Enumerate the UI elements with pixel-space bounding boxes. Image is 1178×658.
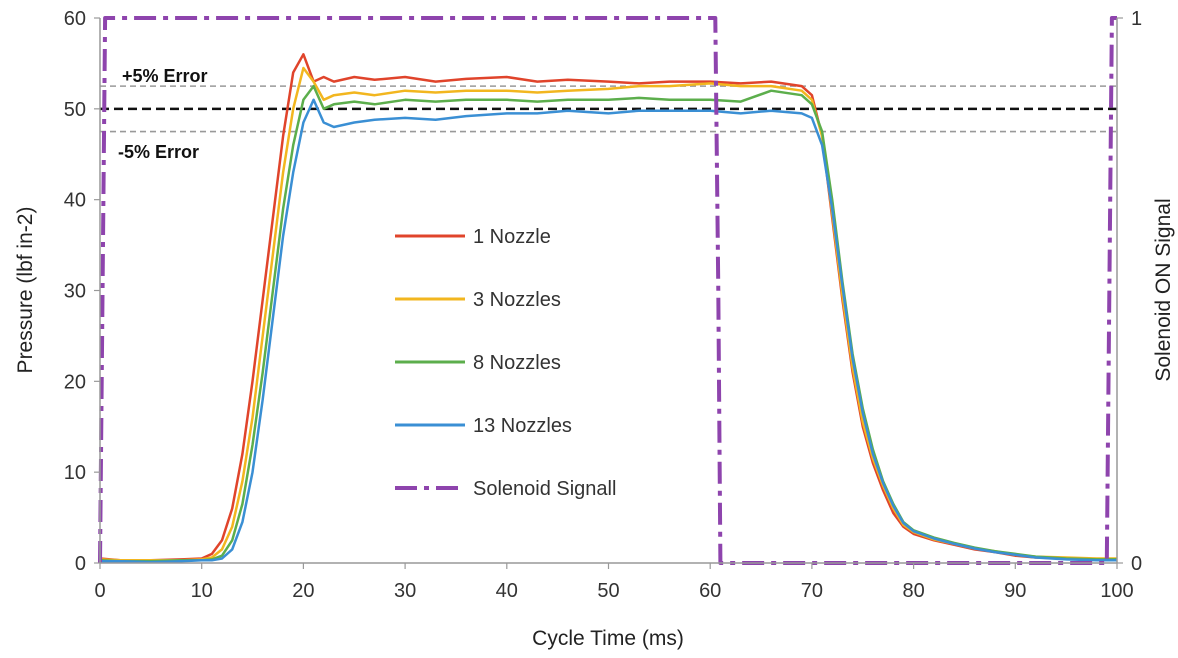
y-axis-title: Pressure (lbf in-2) xyxy=(14,207,37,374)
x-tick-label: 80 xyxy=(902,580,924,602)
ticks: 0 10 20 30 40 50 60 70 80 90 100 0 10 20 30 40 50 60 0 1 xyxy=(64,8,1142,602)
x-tick-label: 70 xyxy=(801,580,823,602)
x-tick-label: 40 xyxy=(496,580,518,602)
series-line xyxy=(100,98,1117,564)
y-tick-label: 20 xyxy=(64,371,86,393)
legend: 1 Nozzle 3 Nozzles 8 Nozzles 13 Nozzles Sole… xyxy=(395,226,616,500)
legend-label: 3 Nozzles xyxy=(473,289,561,311)
y-tick-label: 50 xyxy=(64,99,86,121)
x-tick-label: 50 xyxy=(597,580,619,602)
y-tick-label: 0 xyxy=(75,553,86,575)
x-tick-label: 60 xyxy=(699,580,721,602)
x-tick-label: 90 xyxy=(1004,580,1026,602)
y-tick-label: 40 xyxy=(64,190,86,212)
reference-lines xyxy=(100,85,1117,133)
legend-label: Solenoid Signall xyxy=(473,478,616,500)
x-tick-label: 0 xyxy=(94,580,105,602)
y-tick-label: 30 xyxy=(64,281,86,303)
y2-axis-title: Solenoid ON Signal xyxy=(1152,198,1175,381)
y-tick-label: 60 xyxy=(64,8,86,30)
x-tick-label: 10 xyxy=(191,580,213,602)
legend-label: 1 Nozzle xyxy=(473,226,551,248)
y-tick-label: 10 xyxy=(64,462,86,484)
y2-tick-label: 1 xyxy=(1131,8,1142,30)
error-labels: +5% Error -5% Error xyxy=(118,66,208,162)
x-tick-label: 30 xyxy=(394,580,416,602)
y2-tick-label: 0 xyxy=(1131,553,1142,575)
x-tick-label: 20 xyxy=(292,580,314,602)
legend-label: 13 Nozzles xyxy=(473,415,572,437)
series-line xyxy=(98,16,1117,565)
minus-error-label: -5% Error xyxy=(118,142,199,162)
series-line xyxy=(99,53,1117,562)
x-tick-label: 100 xyxy=(1100,580,1133,602)
plus-error-label: +5% Error xyxy=(122,66,208,86)
series-layer xyxy=(98,16,1117,565)
legend-label: 8 Nozzles xyxy=(473,352,561,374)
x-axis-title: Cycle Time (ms) xyxy=(532,627,684,650)
